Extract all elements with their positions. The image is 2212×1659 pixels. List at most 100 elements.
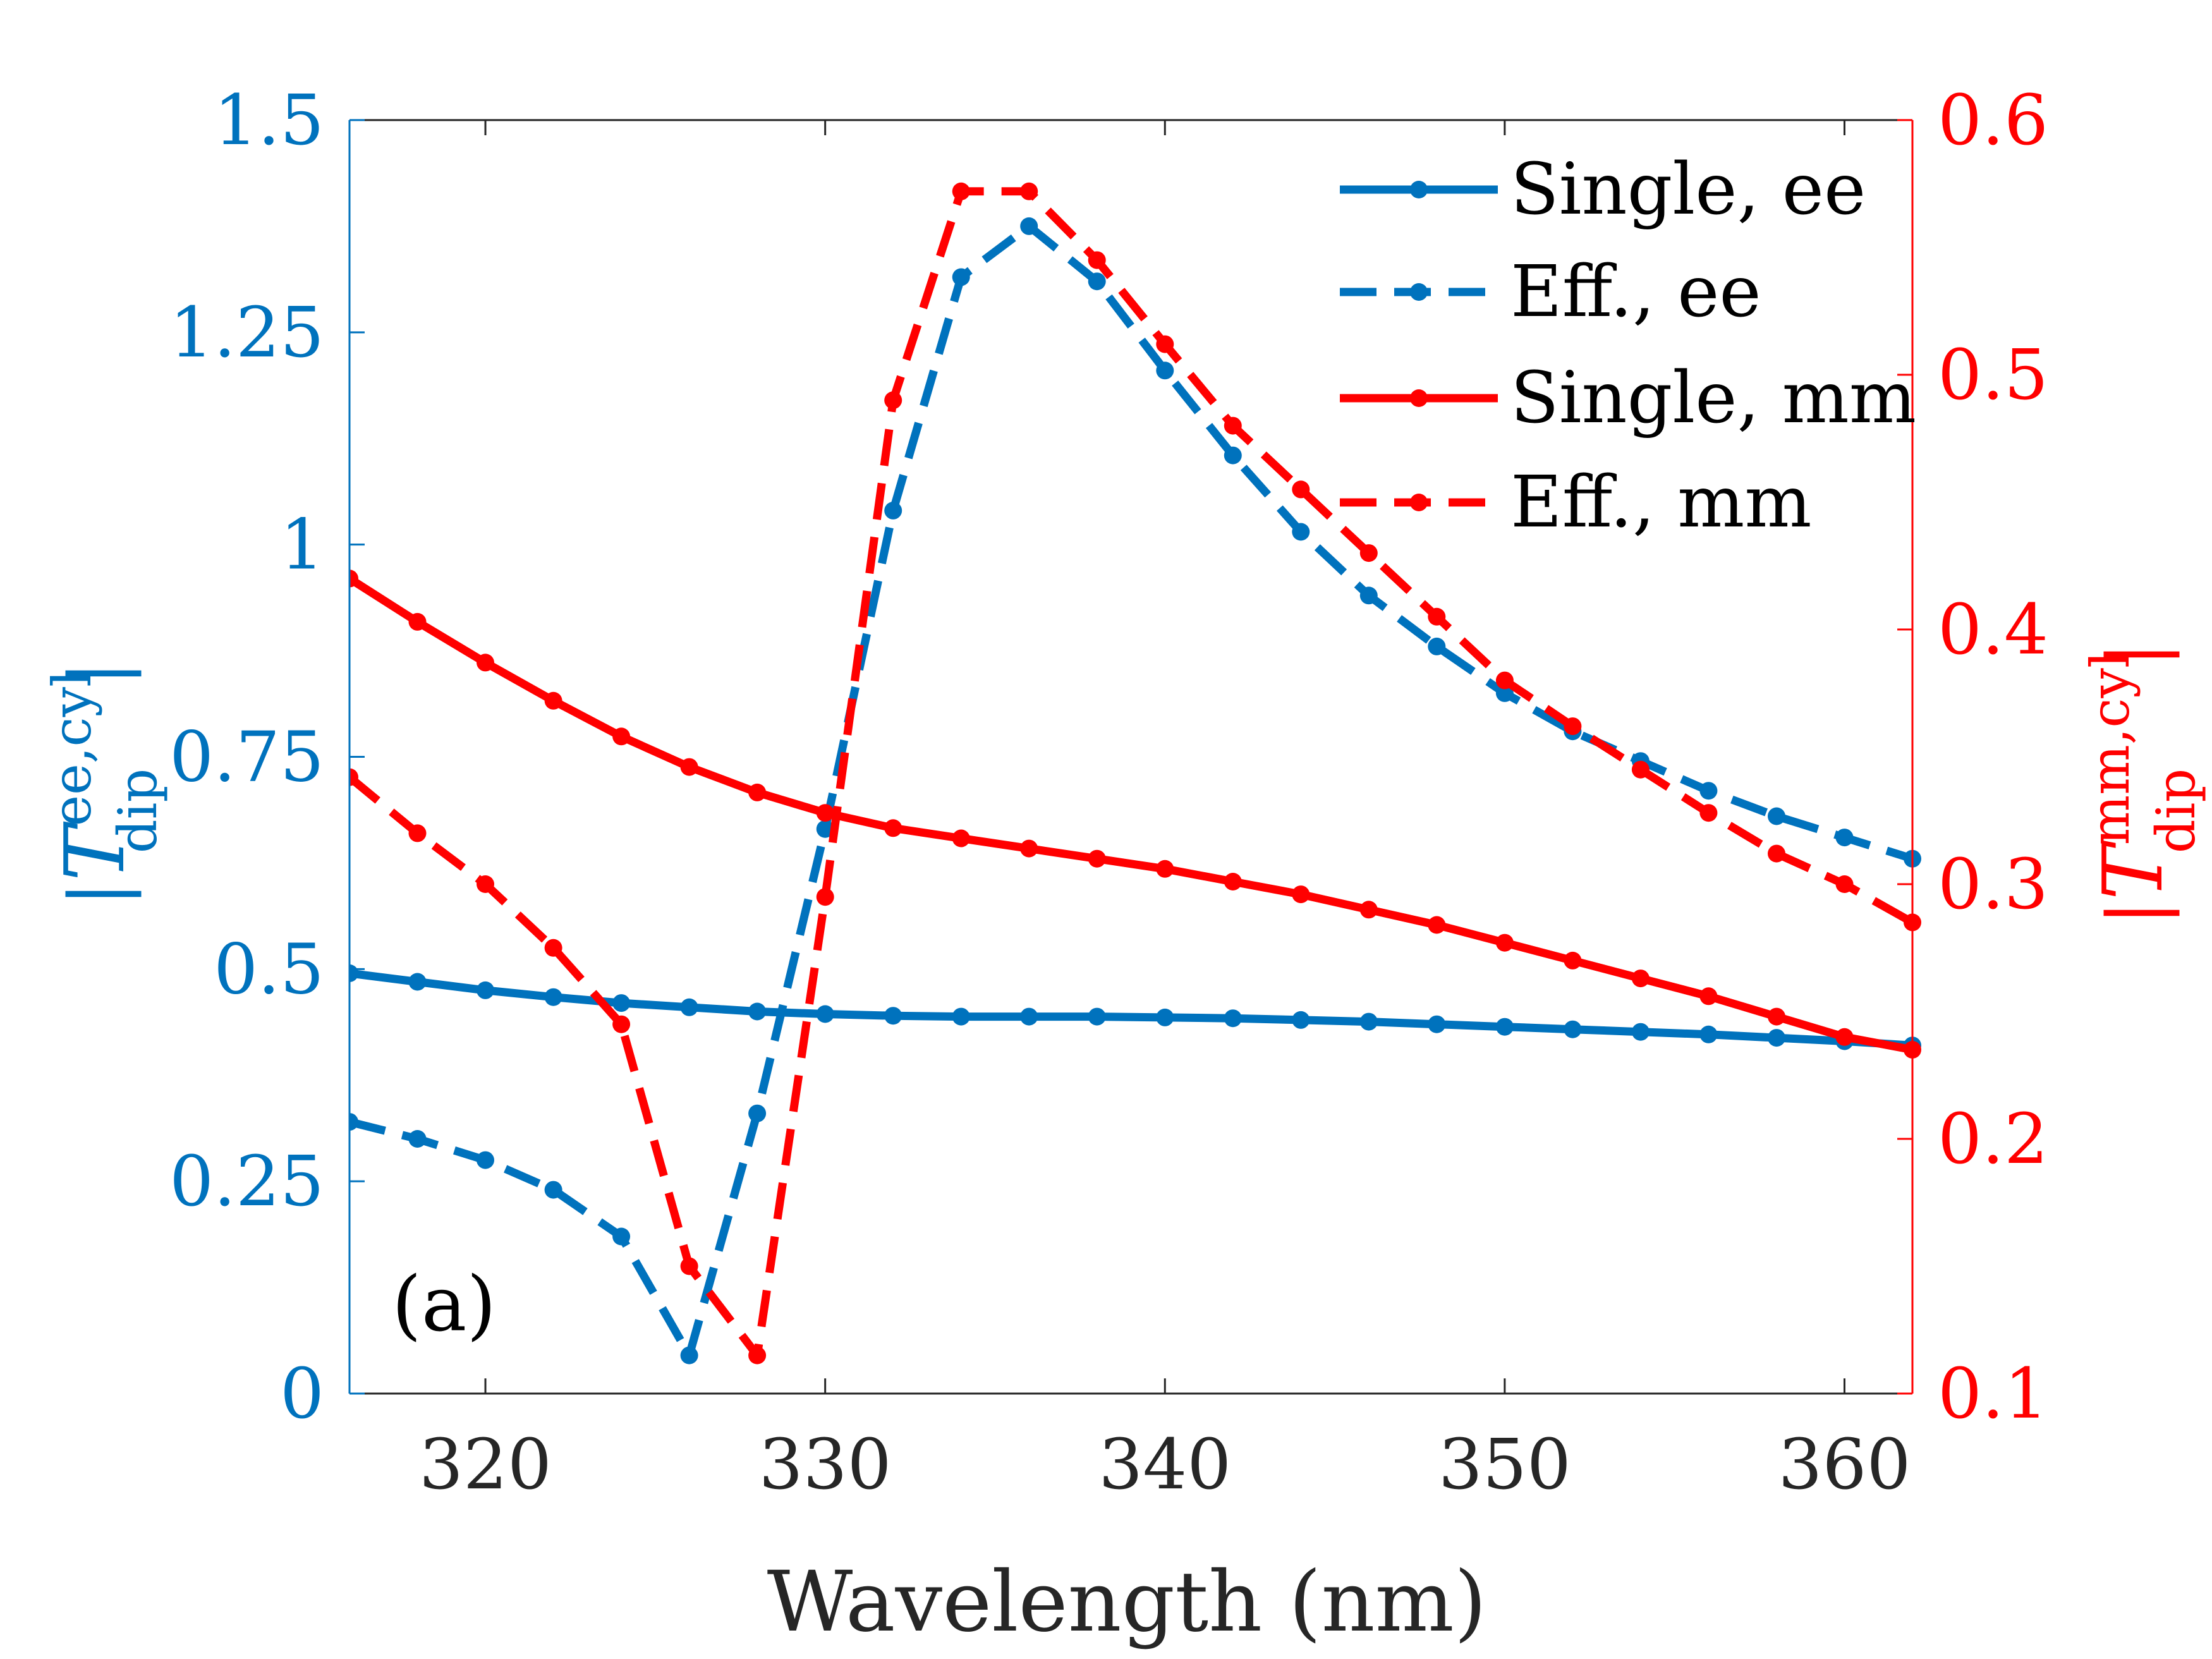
point-single-mm-354 [1631,969,1650,988]
point-eff-mm-320 [477,875,494,893]
point-eff-ee-322 [544,1181,562,1199]
x-tick-label-340: 340 [1098,1424,1231,1505]
point-single-ee-322 [544,988,562,1006]
point-single-mm-316 [349,569,358,588]
y-left-label-sub: dip [107,769,169,853]
point-single-mm-358 [1768,1007,1785,1026]
point-single-ee-354 [1631,1023,1650,1041]
x-axis-label: Wavelength (nm) [767,1553,1487,1651]
y-right-tick-label-1: 0.2 [1938,1098,2048,1179]
point-eff-ee-316 [349,1113,358,1131]
legend-label-eff-ee: Eff., ee [1510,251,1761,333]
point-single-ee-320 [477,981,494,999]
point-single-mm-340 [1156,860,1174,878]
point-eff-mm-328 [748,1346,767,1364]
point-eff-mm-340 [1156,335,1174,353]
point-eff-ee-336 [1020,217,1038,235]
y-right-label-prefix: | [2092,900,2180,925]
point-eff-mm-318 [408,824,427,842]
series-line-single-mm [349,574,1914,1054]
legend-marker-eff-mm [1410,494,1428,511]
y-left-tick-label-3: 0.75 [169,717,324,798]
point-eff-mm-332 [884,391,902,410]
svg-text:|Tmm,cyldip|: |Tmm,cyldip| [2079,641,2207,925]
x-tick-label-350: 350 [1438,1424,1571,1505]
point-eff-ee-346 [1359,586,1378,605]
x-tick-label-330: 330 [759,1424,892,1505]
point-single-mm-360 [1835,1028,1854,1046]
point-single-mm-332 [884,819,902,837]
point-eff-ee-342 [1224,446,1242,465]
y-left-label-sup: ee,cyl [41,670,103,827]
point-eff-ee-328 [748,1104,767,1122]
point-eff-ee-350 [1495,684,1514,702]
point-eff-ee-356 [1699,782,1718,800]
point-eff-ee-344 [1292,523,1310,541]
y-right-tick-label-5: 0.6 [1938,80,2048,161]
x-tick-label-320: 320 [419,1424,552,1505]
point-eff-mm-324 [612,1015,631,1033]
point-eff-mm-346 [1359,544,1378,562]
point-single-ee-356 [1699,1025,1718,1043]
series-line-single-ee [349,969,1913,1050]
point-single-ee-348 [1428,1015,1446,1033]
point-single-mm-324 [612,727,631,746]
y-left-tick-label-2: 0.5 [214,928,324,1009]
legend-marker-eff-ee [1410,283,1428,301]
y-left-tick-label-4: 1 [280,504,324,585]
point-single-mm-330 [816,804,834,822]
point-single-ee-346 [1359,1012,1378,1031]
y-right-tick-label-0: 0.1 [1938,1353,2048,1434]
point-single-mm-328 [748,783,767,801]
point-single-mm-338 [1088,849,1106,868]
y-left-label-symbol: T [47,821,143,881]
point-single-ee-326 [680,998,698,1016]
point-single-mm-346 [1359,901,1378,919]
point-single-mm-334 [952,829,970,848]
y-right-tick-label-4: 0.5 [1938,334,2048,415]
y-left-tick-label-6: 1.5 [214,80,324,161]
point-single-mm-348 [1428,916,1446,934]
point-single-ee-318 [408,973,427,991]
point-eff-mm-338 [1088,251,1106,269]
point-eff-mm-344 [1292,480,1310,499]
point-single-ee-350 [1495,1018,1514,1036]
point-eff-ee-318 [408,1130,427,1148]
ticks-layer: 320 330 340 350 360 0 0.25 0.5 0.75 1 1.25 1.5 0.1 0.… [169,80,2048,1505]
legend-label-single-ee: Single, ee [1510,149,1866,231]
y-left-label-suffix: | [54,660,142,686]
y-right-label-suffix: | [2092,641,2180,667]
svg-text:|Tee,cyldip|: |Tee,cyldip| [41,660,169,907]
y-left-tick-label-5: 1.25 [169,292,324,373]
y-left-tick-label-1: 0.25 [169,1141,324,1222]
point-eff-mm-360 [1835,875,1854,893]
point-eff-mm-342 [1224,416,1242,435]
point-eff-mm-356 [1699,804,1718,822]
legend-marker-single-ee [1410,181,1428,198]
series-line-eff-ee [349,222,1914,1360]
point-single-ee-342 [1224,1009,1242,1028]
point-single-ee-334 [952,1007,970,1026]
point-eff-ee-334 [952,268,970,286]
point-single-ee-344 [1292,1011,1310,1029]
legend-label-single-mm: Single, mm [1510,357,1916,439]
point-eff-ee-348 [1428,637,1446,655]
y-left-label-prefix: | [54,881,142,906]
point-eff-mm-358 [1768,844,1785,863]
y-right-tick-label-2: 0.3 [1938,844,2048,925]
point-single-ee-332 [884,1007,902,1025]
point-single-ee-324 [612,994,631,1012]
point-eff-mm-354 [1631,760,1650,779]
point-eff-ee-326 [680,1346,698,1364]
point-eff-ee-340 [1156,362,1174,380]
point-single-mm-326 [680,758,698,776]
point-single-mm-336 [1020,839,1038,858]
point-eff-mm-350 [1495,671,1514,690]
series-layer [349,182,1921,1364]
legend-label-eff-mm: Eff., mm [1510,461,1812,544]
y-axis-right-label: |Tmm,cyldip| [2079,641,2207,925]
point-eff-ee-360 [1835,829,1854,847]
